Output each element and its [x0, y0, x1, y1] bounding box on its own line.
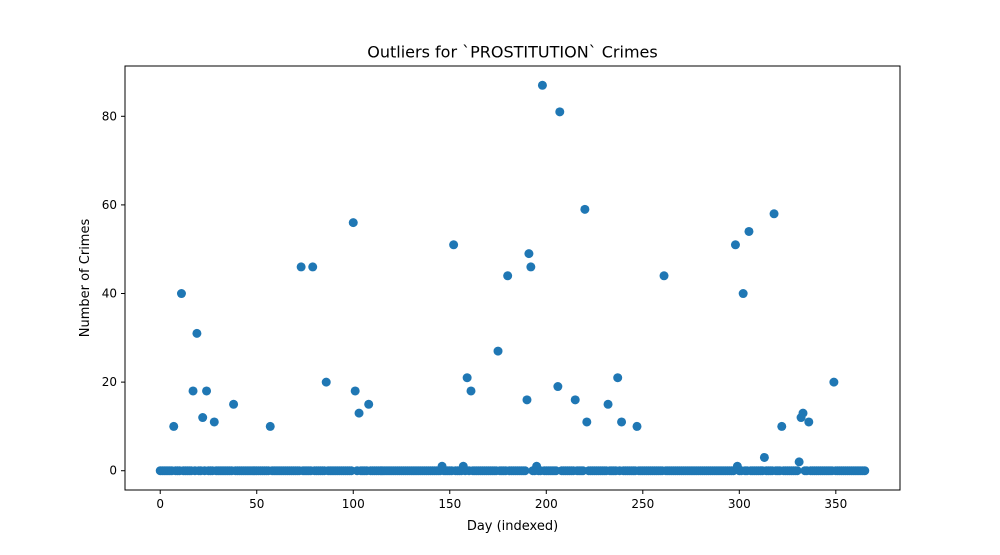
data-point [522, 395, 531, 404]
data-point [532, 462, 541, 471]
y-tick-label: 80 [102, 109, 117, 123]
x-tick-label: 350 [824, 497, 847, 511]
data-point [308, 262, 317, 271]
data-point [192, 329, 201, 338]
data-point [198, 413, 207, 422]
data-point [266, 422, 275, 431]
data-point [177, 289, 186, 298]
data-point [795, 457, 804, 466]
x-tick-label: 50 [249, 497, 264, 511]
data-point [760, 453, 769, 462]
data-point [660, 271, 669, 280]
data-point [799, 409, 808, 418]
data-point [733, 462, 742, 471]
data-point [349, 218, 358, 227]
data-point [467, 386, 476, 395]
y-tick-label: 20 [102, 375, 117, 389]
data-point [521, 466, 530, 475]
data-point [229, 400, 238, 409]
data-point [582, 417, 591, 426]
y-tick-label: 0 [109, 464, 117, 478]
data-point [524, 249, 533, 258]
data-point [297, 262, 306, 271]
x-tick-label: 200 [535, 497, 558, 511]
x-tick-label: 300 [728, 497, 751, 511]
data-point [355, 409, 364, 418]
data-point [538, 81, 547, 90]
x-tick-label: 150 [438, 497, 461, 511]
x-tick-label: 100 [342, 497, 365, 511]
data-point [322, 378, 331, 387]
data-point [580, 205, 589, 214]
data-point [793, 466, 802, 475]
data-point [210, 417, 219, 426]
data-point [364, 400, 373, 409]
data-point [804, 417, 813, 426]
data-point [553, 382, 562, 391]
data-point [613, 373, 622, 382]
data-point [351, 386, 360, 395]
data-point [169, 422, 178, 431]
data-point [777, 422, 786, 431]
data-point [744, 227, 753, 236]
data-point [463, 373, 472, 382]
x-tick-label: 250 [631, 497, 654, 511]
data-point [633, 422, 642, 431]
x-axis-label: Day (indexed) [467, 519, 558, 534]
data-point [189, 386, 198, 395]
data-point [503, 271, 512, 280]
data-point [617, 417, 626, 426]
data-point [438, 462, 447, 471]
data-point [829, 378, 838, 387]
data-point [770, 209, 779, 218]
data-point [494, 347, 503, 356]
data-point [459, 462, 468, 471]
data-point [202, 386, 211, 395]
data-point [860, 466, 869, 475]
chart-title: Outliers for `PROSTITUTION` Crimes [367, 43, 657, 62]
y-axis-label: Number of Crimes [78, 219, 93, 338]
data-point [731, 240, 740, 249]
data-point [555, 107, 564, 116]
data-point [604, 400, 613, 409]
data-point [739, 289, 748, 298]
data-point [449, 240, 458, 249]
y-tick-label: 60 [102, 198, 117, 212]
data-point [571, 395, 580, 404]
x-tick-label: 0 [156, 497, 164, 511]
y-tick-label: 40 [102, 287, 117, 301]
data-point [526, 262, 535, 271]
